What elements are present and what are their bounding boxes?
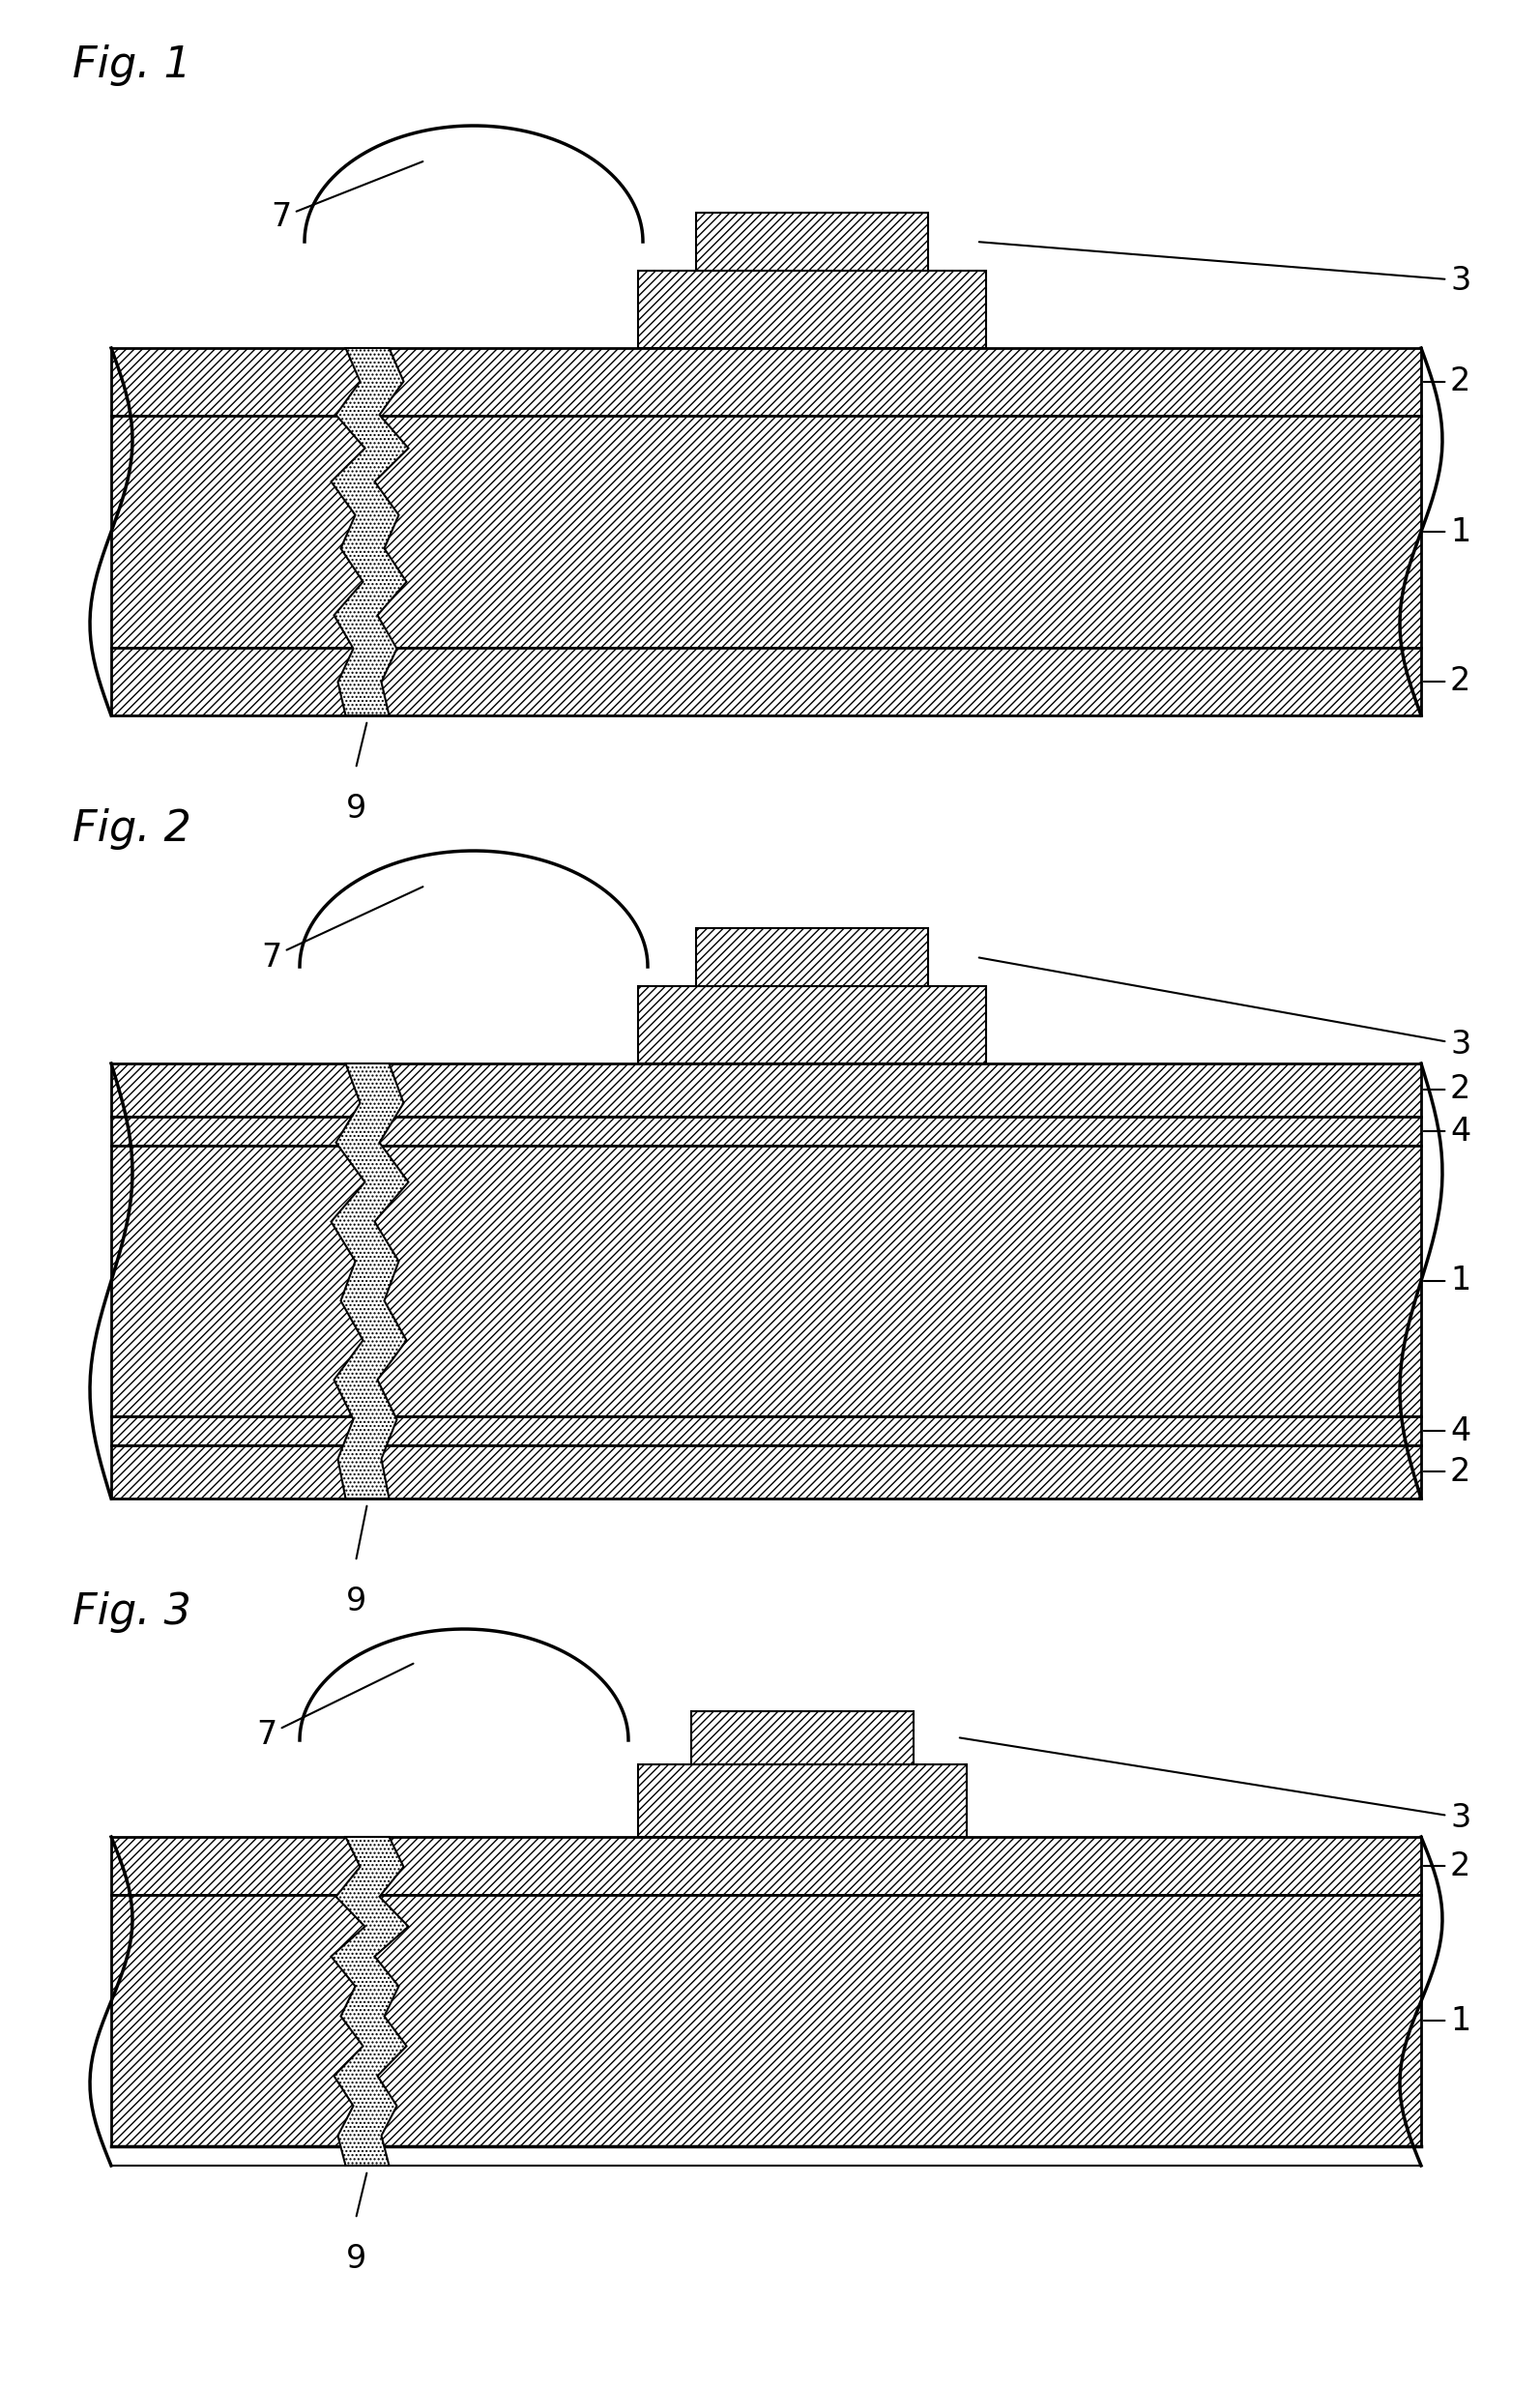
Bar [111,1838,1421,1895]
Text: 7: 7 [256,1664,413,1752]
Text: Fig. 2: Fig. 2 [72,809,191,850]
Bar [111,647,1421,716]
Text: 7: 7 [260,886,424,974]
Bar [111,1117,1421,1146]
Text: 1: 1 [1424,2005,1471,2036]
Bar [691,1711,913,1764]
Bar [111,1065,1421,1117]
Bar [111,1415,1421,1447]
Bar [111,1447,1421,1499]
Bar [638,270,986,349]
Bar [111,1895,1421,2146]
Text: 2: 2 [1424,1456,1471,1487]
Bar [111,1146,1421,1415]
Text: 9: 9 [345,2244,367,2275]
Text: 4: 4 [1424,1115,1471,1148]
Text: 3: 3 [979,241,1471,296]
Bar [111,349,1421,415]
Bar [638,986,986,1065]
Text: Fig. 3: Fig. 3 [72,1592,191,1633]
Text: 7: 7 [271,162,424,234]
Text: 3: 3 [979,957,1471,1060]
Text: Fig. 1: Fig. 1 [72,45,191,86]
Text: 9: 9 [345,1585,367,1618]
Text: 2: 2 [1424,1074,1471,1105]
Text: 3: 3 [959,1738,1471,1833]
Text: 9: 9 [345,792,367,824]
Text: 1: 1 [1424,516,1471,547]
Text: 2: 2 [1424,666,1471,697]
Text: 2: 2 [1424,1850,1471,1881]
Text: 4: 4 [1424,1415,1471,1447]
Bar [696,212,929,270]
Polygon shape [331,349,408,716]
Text: 1: 1 [1424,1265,1471,1296]
Polygon shape [331,1838,408,2165]
Bar [111,415,1421,647]
Bar [696,929,929,986]
Text: 2: 2 [1424,365,1471,399]
Polygon shape [331,1065,408,1499]
Bar [638,1764,967,1838]
